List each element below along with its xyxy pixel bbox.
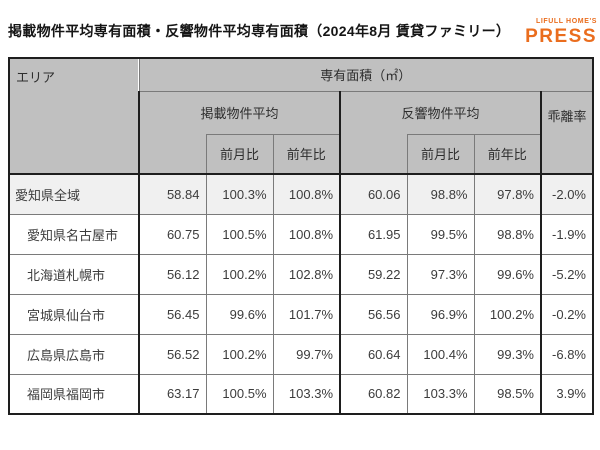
listed-mom-subheader: 前月比 — [205, 133, 274, 175]
area-cell: 広島県広島市 — [8, 333, 140, 375]
inquiry-yoy-cell: 98.8% — [473, 213, 542, 255]
area-column-header: エリア — [8, 57, 140, 175]
inquiry-avg-cell: 56.56 — [339, 293, 408, 335]
table-row-nagoya: 愛知県名古屋市 60.75 100.5% 100.8% 61.95 99.5% … — [8, 213, 594, 255]
listed-yoy-cell: 103.3% — [272, 373, 341, 415]
listed-avg-cell: 56.12 — [138, 253, 207, 295]
listed-avg-cell: 60.75 — [138, 213, 207, 255]
lifull-homes-press-logo: LIFULL HOME'S PRESS — [525, 12, 597, 46]
inquiry-yoy-cell: 97.8% — [473, 173, 542, 215]
inquiry-avg-cell: 60.64 — [339, 333, 408, 375]
area-cell: 北海道札幌市 — [8, 253, 140, 295]
divergence-cell: 3.9% — [540, 373, 594, 415]
area-cell: 宮城県仙台市 — [8, 293, 140, 335]
listed-avg-cell: 58.84 — [138, 173, 207, 215]
listed-mom-cell: 100.5% — [205, 213, 274, 255]
area-cell: 愛知県全域 — [8, 173, 140, 215]
inquiry-yoy-subheader: 前年比 — [473, 133, 542, 175]
listed-mom-cell: 100.2% — [205, 333, 274, 375]
table-row-sapporo: 北海道札幌市 56.12 100.2% 102.8% 59.22 97.3% 9… — [8, 253, 594, 295]
divergence-cell: -6.8% — [540, 333, 594, 375]
inquiry-mom-cell: 99.5% — [406, 213, 475, 255]
inquiry-yoy-cell: 99.6% — [473, 253, 542, 295]
listed-yoy-subheader: 前年比 — [272, 133, 341, 175]
spacer-cell — [138, 134, 207, 175]
inquiry-yoy-cell: 100.2% — [473, 293, 542, 335]
table-row-fukuoka: 福岡県福岡市 63.17 100.5% 103.3% 60.82 103.3% … — [8, 373, 594, 415]
listed-avg-cell: 56.45 — [138, 293, 207, 335]
inquiry-avg-cell: 61.95 — [339, 213, 408, 255]
listed-yoy-cell: 100.8% — [272, 173, 341, 215]
listed-yoy-cell: 101.7% — [272, 293, 341, 335]
inquiry-mom-cell: 96.9% — [406, 293, 475, 335]
listed-avg-cell: 63.17 — [138, 373, 207, 415]
area-cell: 愛知県名古屋市 — [8, 213, 140, 255]
header-row-1: エリア 専有面積（㎡） — [8, 57, 594, 175]
page-title: 掲載物件平均専有面積・反響物件平均専有面積（2024年8月 賃貸ファミリー） — [8, 23, 511, 39]
divergence-cell: -2.0% — [540, 173, 594, 215]
divergence-cell: -1.9% — [540, 213, 594, 255]
header: 掲載物件平均専有面積・反響物件平均専有面積（2024年8月 賃貸ファミリー） L… — [8, 12, 597, 46]
header-row-2: 掲載物件平均 反響物件平均 乖離率 — [9, 90, 594, 175]
inquiry-mom-cell: 103.3% — [406, 373, 475, 415]
spacer-cell — [339, 134, 408, 175]
inquiry-avg-cell: 59.22 — [339, 253, 408, 295]
listed-mom-cell: 99.6% — [205, 293, 274, 335]
inquiry-avg-cell: 60.06 — [339, 173, 408, 215]
inquiry-avg-cell: 60.82 — [339, 373, 408, 415]
inquiry-yoy-cell: 98.5% — [473, 373, 542, 415]
table-row-aichi-zeniki: 愛知県全域 58.84 100.3% 100.8% 60.06 98.8% 97… — [8, 173, 594, 215]
logo-press-text: PRESS — [525, 26, 597, 47]
floor-area-header: 専有面積（㎡） — [138, 57, 594, 92]
area-cell: 福岡県福岡市 — [8, 373, 140, 415]
inquiry-mom-subheader: 前月比 — [406, 133, 475, 175]
inquiry-mom-cell: 98.8% — [406, 173, 475, 215]
floor-area-table: エリア 専有面積（㎡） 掲載物件平均 反響物件平均 乖離率 前月比 前年比 前月… — [8, 57, 594, 415]
table-row-hiroshima: 広島県広島市 56.52 100.2% 99.7% 60.64 100.4% 9… — [8, 333, 594, 375]
table-row-sendai: 宮城県仙台市 56.45 99.6% 101.7% 56.56 96.9% 10… — [8, 293, 594, 335]
header-row-3: 前月比 前年比 前月比 前年比 — [9, 133, 593, 175]
divergence-rate-header: 乖離率 — [540, 90, 594, 175]
inquiry-mom-cell: 100.4% — [406, 333, 475, 375]
listed-mom-cell: 100.5% — [205, 373, 274, 415]
listed-yoy-cell: 100.8% — [272, 213, 341, 255]
listed-avg-cell: 56.52 — [138, 333, 207, 375]
inquiry-yoy-cell: 99.3% — [473, 333, 542, 375]
listed-avg-group-header: 掲載物件平均 — [138, 90, 341, 134]
divergence-cell: -0.2% — [540, 293, 594, 335]
inquiry-mom-cell: 97.3% — [406, 253, 475, 295]
logo-brand-text: LIFULL HOME'S — [535, 18, 597, 25]
inquiry-avg-group-header: 反響物件平均 — [339, 90, 542, 134]
divergence-cell: -5.2% — [540, 253, 594, 295]
listed-yoy-cell: 99.7% — [272, 333, 341, 375]
listed-mom-cell: 100.2% — [205, 253, 274, 295]
listed-mom-cell: 100.3% — [205, 173, 274, 215]
listed-yoy-cell: 102.8% — [272, 253, 341, 295]
